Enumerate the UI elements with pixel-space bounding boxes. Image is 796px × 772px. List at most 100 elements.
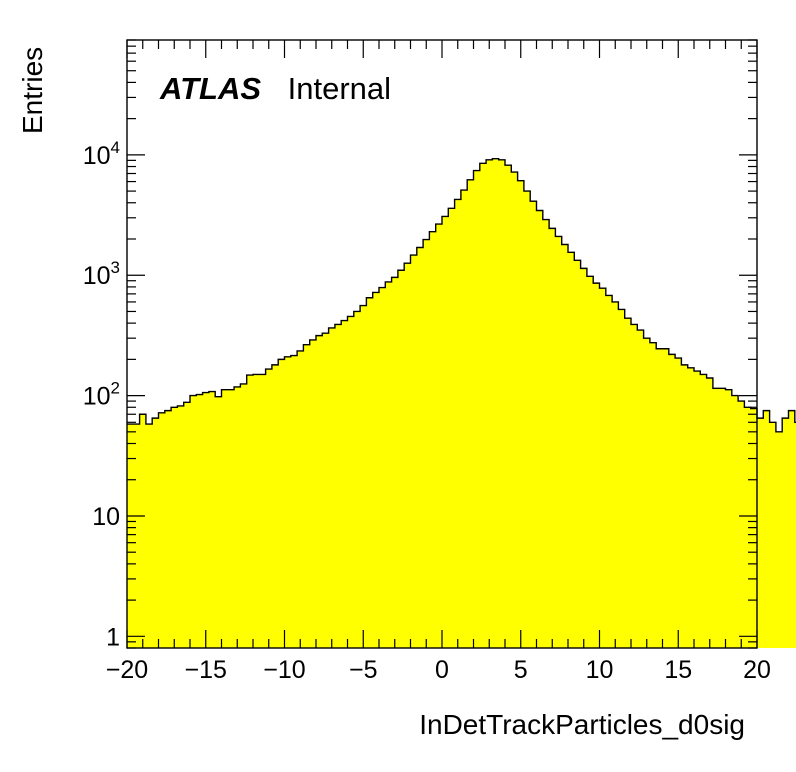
histogram-bar: [725, 389, 733, 648]
histogram-bar: [631, 324, 638, 648]
y-tick-base: 10: [92, 503, 120, 531]
histogram-bar: [750, 408, 758, 648]
histogram-bar: [221, 389, 229, 648]
histogram-bars: [127, 158, 796, 649]
x-tick-label: 10: [586, 656, 614, 684]
histogram-bar: [555, 236, 563, 648]
histogram-bar: [738, 401, 745, 648]
x-tick-label: 15: [664, 656, 692, 684]
histogram-bar: [498, 159, 506, 648]
histogram-bar: [385, 281, 392, 648]
atlas-label-status: Internal: [288, 71, 391, 106]
histogram-bar: [542, 219, 550, 649]
histogram-bar: [278, 359, 285, 648]
histogram-bar: [353, 311, 361, 648]
histogram-bar: [706, 378, 714, 648]
histogram-bar: [643, 338, 651, 648]
x-tick-label: −20: [106, 656, 148, 684]
histogram-bar: [536, 210, 544, 648]
histogram-bar: [265, 369, 273, 648]
histogram-bar: [227, 389, 235, 648]
y-tick-exponent: 4: [111, 138, 120, 157]
y-tick-label: 102: [83, 379, 120, 411]
histogram-bar: [133, 424, 140, 648]
histogram-bar: [618, 309, 626, 648]
histogram-bar: [517, 180, 525, 648]
y-tick-exponent: 2: [111, 379, 120, 398]
histogram-bar: [511, 172, 518, 648]
histogram-bar: [208, 391, 216, 648]
axis-ticks: [126, 39, 758, 649]
histogram-bar: [656, 348, 663, 648]
histogram-bar: [624, 318, 632, 648]
histogram-bar: [586, 276, 594, 648]
y-tick-label: 104: [83, 138, 120, 170]
histogram-bar: [612, 301, 619, 648]
histogram-bar: [303, 344, 311, 648]
y-tick-exponent: 3: [111, 258, 120, 277]
histogram-bar: [196, 394, 203, 648]
y-tick-label: 103: [83, 258, 120, 290]
y-tick-base: 10: [83, 142, 111, 170]
x-tick-label: −15: [185, 656, 227, 684]
histogram-bar: [467, 179, 474, 648]
histogram-bar: [290, 355, 298, 648]
histogram-bar: [757, 418, 764, 648]
x-axis-title: InDetTrackParticles_d0sig: [419, 709, 745, 740]
histogram-bar: [435, 224, 443, 648]
y-axis-title: Entries: [17, 47, 48, 134]
atlas-label: ATLAS Internal: [159, 71, 391, 106]
histogram-bar: [442, 216, 449, 648]
histogram-bar: [775, 431, 783, 648]
atlas-label-bold: ATLAS: [159, 71, 261, 106]
histogram-bar: [505, 165, 512, 648]
histogram-bar: [259, 374, 266, 648]
histogram-bar: [593, 283, 600, 648]
histogram-bar: [429, 231, 437, 648]
histogram-bar: [271, 364, 279, 648]
x-tick-label: 20: [743, 656, 771, 684]
histogram-bar: [523, 191, 531, 649]
histogram-bar: [391, 277, 399, 648]
histogram-bar: [794, 422, 796, 648]
histogram-bar: [234, 386, 241, 648]
histogram-bar: [561, 244, 569, 648]
histogram-bar: [202, 392, 210, 648]
histogram-bar: [379, 287, 386, 648]
histogram-bar: [246, 375, 254, 648]
histogram-outline: [127, 157, 796, 433]
histogram-bar: [253, 374, 260, 648]
y-tick-base: 10: [83, 383, 111, 411]
histogram-bar: [668, 354, 676, 648]
histogram-bar: [599, 288, 607, 648]
histogram-bar: [687, 367, 695, 648]
histogram-bar: [788, 410, 796, 648]
histogram-bar: [127, 424, 134, 648]
histogram-bar: [284, 356, 292, 648]
histogram-bar: [366, 297, 374, 648]
histogram-bar: [694, 371, 701, 648]
histogram-bar: [139, 414, 147, 648]
histogram-bar: [177, 405, 185, 648]
histogram-bar: [605, 295, 613, 648]
histogram-bar: [782, 418, 789, 648]
histogram-bar: [448, 208, 455, 648]
histogram-bar: [649, 342, 657, 648]
histogram-bar: [574, 260, 581, 648]
y-tick-label: 10: [92, 503, 120, 531]
y-tick-label: 1: [106, 623, 120, 651]
histogram-bar: [580, 268, 588, 648]
histogram-bar: [328, 327, 336, 648]
histogram-bar: [360, 305, 367, 648]
histogram-bar: [763, 410, 770, 648]
histogram-bar: [423, 239, 430, 648]
histogram-bar: [190, 395, 197, 648]
histogram-bar: [568, 252, 575, 649]
histogram-bar: [164, 410, 172, 648]
histogram-bar: [341, 320, 348, 648]
histogram-bar: [675, 358, 682, 648]
histogram-bar: [397, 270, 405, 648]
histogram-bar: [183, 402, 191, 648]
